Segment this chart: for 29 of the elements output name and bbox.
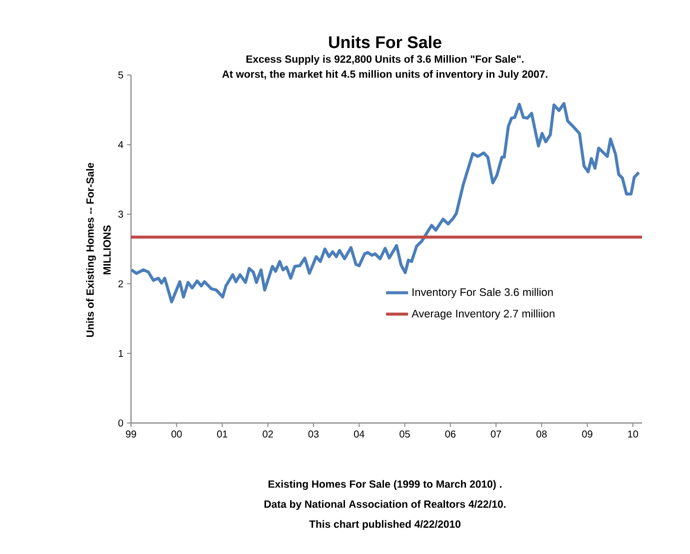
annotation: At worst, the market hit 4.5 million units of inventory in July 2007. — [222, 70, 548, 80]
y-tick-label: 0 — [118, 419, 124, 427]
x-tick-label: 01 — [217, 430, 228, 438]
y-tick-label: 4 — [118, 141, 124, 148]
x-tick-label: 10 — [628, 430, 638, 438]
x-tick-label: 07 — [490, 430, 502, 438]
x-tick-label: 06 — [445, 430, 456, 438]
text: This chart published 4/22/2010 — [309, 520, 460, 530]
chart-subtitle: Excess Supply is 922,800 Units of 3.6 Million "For Sale". — [246, 55, 524, 65]
x-tick-label: 05 — [400, 430, 410, 438]
y-tick-label: 1 — [118, 350, 124, 357]
line-series — [130, 102, 640, 304]
x-tick-label: 09 — [582, 430, 592, 438]
x-tick-label: 03 — [308, 430, 319, 438]
legend-label: Inventory For Sale 3.6 million — [412, 288, 553, 298]
text: MILLIONS — [103, 225, 111, 274]
x-tick-label: 00 — [171, 430, 182, 438]
y-tick-label: 5 — [118, 72, 124, 78]
text: Data by National Association of Realtors 4/22/10. — [264, 500, 506, 510]
y-tick-label: 3 — [118, 210, 124, 218]
legend-label: Average Inventory 2.7 milliion — [412, 309, 554, 320]
x-tick-label: 02 — [262, 430, 273, 438]
x-tick-label: 04 — [354, 430, 364, 438]
x-tick-label: 08 — [536, 430, 547, 438]
x-tick-label: 99 — [126, 430, 136, 438]
text: Existing Homes For Sale (1999 to March 2010) . — [268, 480, 502, 490]
y-tick-label: 2 — [118, 280, 123, 288]
y-axis-title: Units of Existing Homes -- For-Sale — [86, 162, 96, 337]
chart-title: Units For Sale — [329, 36, 442, 48]
